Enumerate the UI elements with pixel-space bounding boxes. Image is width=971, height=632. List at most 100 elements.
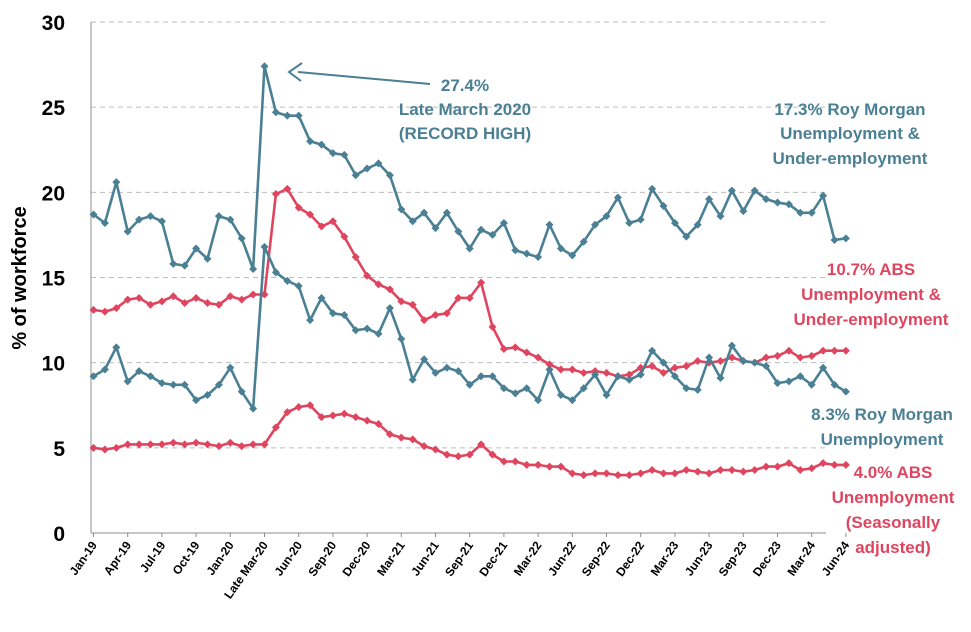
data-point xyxy=(819,191,828,200)
data-point xyxy=(659,201,668,210)
data-point xyxy=(351,413,360,422)
data-point xyxy=(317,222,326,231)
data-point xyxy=(556,391,565,400)
data-point xyxy=(625,375,634,384)
data-point xyxy=(807,208,816,217)
label-abs-under-employment: 10.7% ABS Unemployment & Under-employmen… xyxy=(794,260,949,329)
data-point xyxy=(784,459,793,468)
series-1 xyxy=(89,62,850,273)
data-point xyxy=(716,356,725,365)
x-tick-label: Jun-20 xyxy=(271,538,305,578)
data-point xyxy=(556,244,565,253)
data-point xyxy=(488,230,497,239)
data-point xyxy=(112,304,121,313)
data-point xyxy=(591,469,600,478)
data-point xyxy=(784,346,793,355)
abs-unemp-line4: adjusted) xyxy=(855,538,931,557)
data-point xyxy=(670,469,679,478)
data-point xyxy=(477,225,486,234)
data-point xyxy=(340,310,349,319)
data-point xyxy=(659,368,668,377)
data-point xyxy=(431,310,440,319)
data-point xyxy=(762,362,771,371)
data-point xyxy=(306,210,315,219)
x-tick-label: Sep-20 xyxy=(305,538,339,579)
data-point xyxy=(157,379,166,388)
data-point xyxy=(784,200,793,209)
data-point xyxy=(488,372,497,381)
data-point xyxy=(636,370,645,379)
data-point xyxy=(796,208,805,217)
y-tick-labels: 0 5 10 15 20 25 30 xyxy=(42,12,66,546)
data-point xyxy=(146,440,155,449)
data-point xyxy=(727,353,736,362)
data-point xyxy=(112,178,121,187)
data-point xyxy=(545,462,554,471)
data-point xyxy=(135,293,144,302)
data-point xyxy=(522,460,531,469)
data-point xyxy=(750,186,759,195)
data-point xyxy=(693,385,702,394)
data-point xyxy=(705,195,714,204)
data-point xyxy=(477,278,486,287)
series-line xyxy=(92,65,847,271)
data-point xyxy=(408,217,417,226)
data-point xyxy=(807,380,816,389)
data-point xyxy=(283,408,292,417)
data-point xyxy=(670,363,679,372)
record-arrow-head-icon xyxy=(287,62,303,82)
data-point xyxy=(294,203,303,212)
x-tick-label: Sep-23 xyxy=(716,538,750,579)
data-point xyxy=(830,346,839,355)
data-point xyxy=(306,316,315,325)
data-point xyxy=(762,462,771,471)
data-point xyxy=(180,440,189,449)
data-point xyxy=(739,207,748,216)
data-point xyxy=(431,368,440,377)
data-point xyxy=(488,450,497,459)
rm-unemp-line1: 8.3% Roy Morgan xyxy=(811,405,953,424)
data-point xyxy=(203,440,212,449)
data-point xyxy=(841,387,850,396)
x-tick-label: Dec-22 xyxy=(613,538,647,579)
data-point xyxy=(100,218,109,227)
data-point xyxy=(203,254,212,263)
data-point xyxy=(727,186,736,195)
data-point xyxy=(192,293,201,302)
data-point xyxy=(670,218,679,227)
data-point xyxy=(89,372,98,381)
data-point xyxy=(135,440,144,449)
data-point xyxy=(693,220,702,229)
data-point xyxy=(271,190,280,199)
data-point xyxy=(135,367,144,376)
data-point xyxy=(830,380,839,389)
data-point xyxy=(773,379,782,388)
data-point xyxy=(408,375,417,384)
data-point xyxy=(123,295,132,304)
rm-under-line2: Unemployment & xyxy=(780,124,920,143)
data-point xyxy=(454,227,463,236)
data-point xyxy=(397,334,406,343)
series-4 xyxy=(89,401,850,480)
data-point xyxy=(214,380,223,389)
data-point xyxy=(841,346,850,355)
data-point xyxy=(636,215,645,224)
data-point xyxy=(420,208,429,217)
data-point xyxy=(351,253,360,262)
data-point xyxy=(682,384,691,393)
data-point xyxy=(385,304,394,313)
data-point xyxy=(397,205,406,214)
data-point xyxy=(830,460,839,469)
data-point xyxy=(260,242,269,251)
data-point xyxy=(568,251,577,260)
y-axis-label: % of workforce xyxy=(9,206,31,349)
data-point xyxy=(169,292,178,301)
data-point xyxy=(317,413,326,422)
data-point xyxy=(534,353,543,362)
data-point xyxy=(602,391,611,400)
data-point xyxy=(351,326,360,335)
data-point xyxy=(545,365,554,374)
data-point xyxy=(123,377,132,386)
x-tick-label: Jun-24 xyxy=(819,538,853,578)
